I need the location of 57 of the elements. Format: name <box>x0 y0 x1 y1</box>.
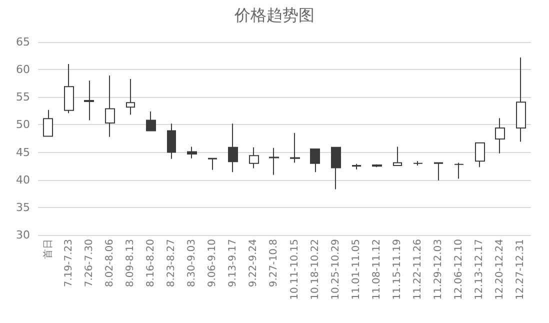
y-tick-label: 30 <box>16 228 30 242</box>
x-tick-label: 11.22-11.26 <box>412 239 424 300</box>
x-tick-label: 8.02-8.06 <box>104 239 116 288</box>
candlestick <box>495 118 505 154</box>
y-tick-label: 45 <box>16 146 30 159</box>
candlestick <box>249 146 259 169</box>
candlestick <box>454 162 464 180</box>
x-tick-label: 8.09-8.13 <box>124 239 136 288</box>
candlestick <box>208 158 217 170</box>
x-tick-label: 12.27-12.31 <box>515 239 526 300</box>
x-tick-label: 12.13-12.17 <box>474 239 486 300</box>
x-tick-label: 12.20-12.24 <box>494 239 506 300</box>
x-tick-label: 9.13-9.17 <box>228 239 239 288</box>
candlestick <box>146 110 156 132</box>
candlestick <box>475 142 485 168</box>
x-tick-label: 7.19-7.23 <box>63 239 74 288</box>
x-tick-label: 11.15-11.19 <box>392 239 403 300</box>
x-tick-label: 11.29-12.03 <box>433 239 444 300</box>
candlestick <box>290 132 300 164</box>
candlestick <box>331 146 341 190</box>
x-tick-label: 11.01-11.05 <box>350 239 362 300</box>
candlestick <box>43 109 53 137</box>
y-tick-label: 65 <box>16 36 30 48</box>
candlestick <box>372 164 382 168</box>
candlestick <box>393 146 402 166</box>
candlestick <box>516 56 526 142</box>
x-tick-label: 首日 <box>42 239 54 259</box>
candlestick <box>84 80 94 121</box>
chart-title: 价格趋势图 <box>234 6 314 24</box>
x-tick-label: 11.08-11.12 <box>371 239 382 300</box>
candlestick <box>310 148 320 173</box>
x-tick-label: 7.26-7.30 <box>84 239 95 288</box>
y-tick-label: 35 <box>16 200 30 214</box>
y-tick-label: 40 <box>16 173 30 186</box>
x-tick-label: 10.11-10.15 <box>289 239 300 300</box>
x-tick-label: 9.27-10.8 <box>268 239 280 288</box>
candlestick <box>64 64 74 114</box>
candlestick <box>126 78 135 116</box>
x-tick-label: 10.25-10.29 <box>330 239 342 300</box>
y-tick-label: 60 <box>16 63 30 76</box>
candlestick <box>187 146 197 159</box>
x-tick-label: 12.06-12.10 <box>454 239 465 300</box>
x-tick-label: 9.06-9.10 <box>207 239 218 288</box>
candlestick <box>269 147 279 176</box>
candlestick <box>105 75 115 138</box>
x-tick-label: 8.16-8.20 <box>145 239 156 288</box>
x-tick-label: 8.23-8.27 <box>166 239 178 288</box>
y-tick-label: 50 <box>16 118 30 132</box>
candlestick <box>352 163 361 170</box>
x-tick-label: 8.30-9.03 <box>186 239 198 288</box>
candlestick <box>413 160 423 166</box>
x-tick-label: 9.22-9.24 <box>248 239 260 288</box>
y-tick-label: 55 <box>16 90 30 104</box>
candlestick <box>167 123 176 160</box>
candlestick <box>434 162 443 181</box>
x-tick-label: 10.18-10.22 <box>310 239 321 300</box>
candlestick <box>228 123 238 173</box>
